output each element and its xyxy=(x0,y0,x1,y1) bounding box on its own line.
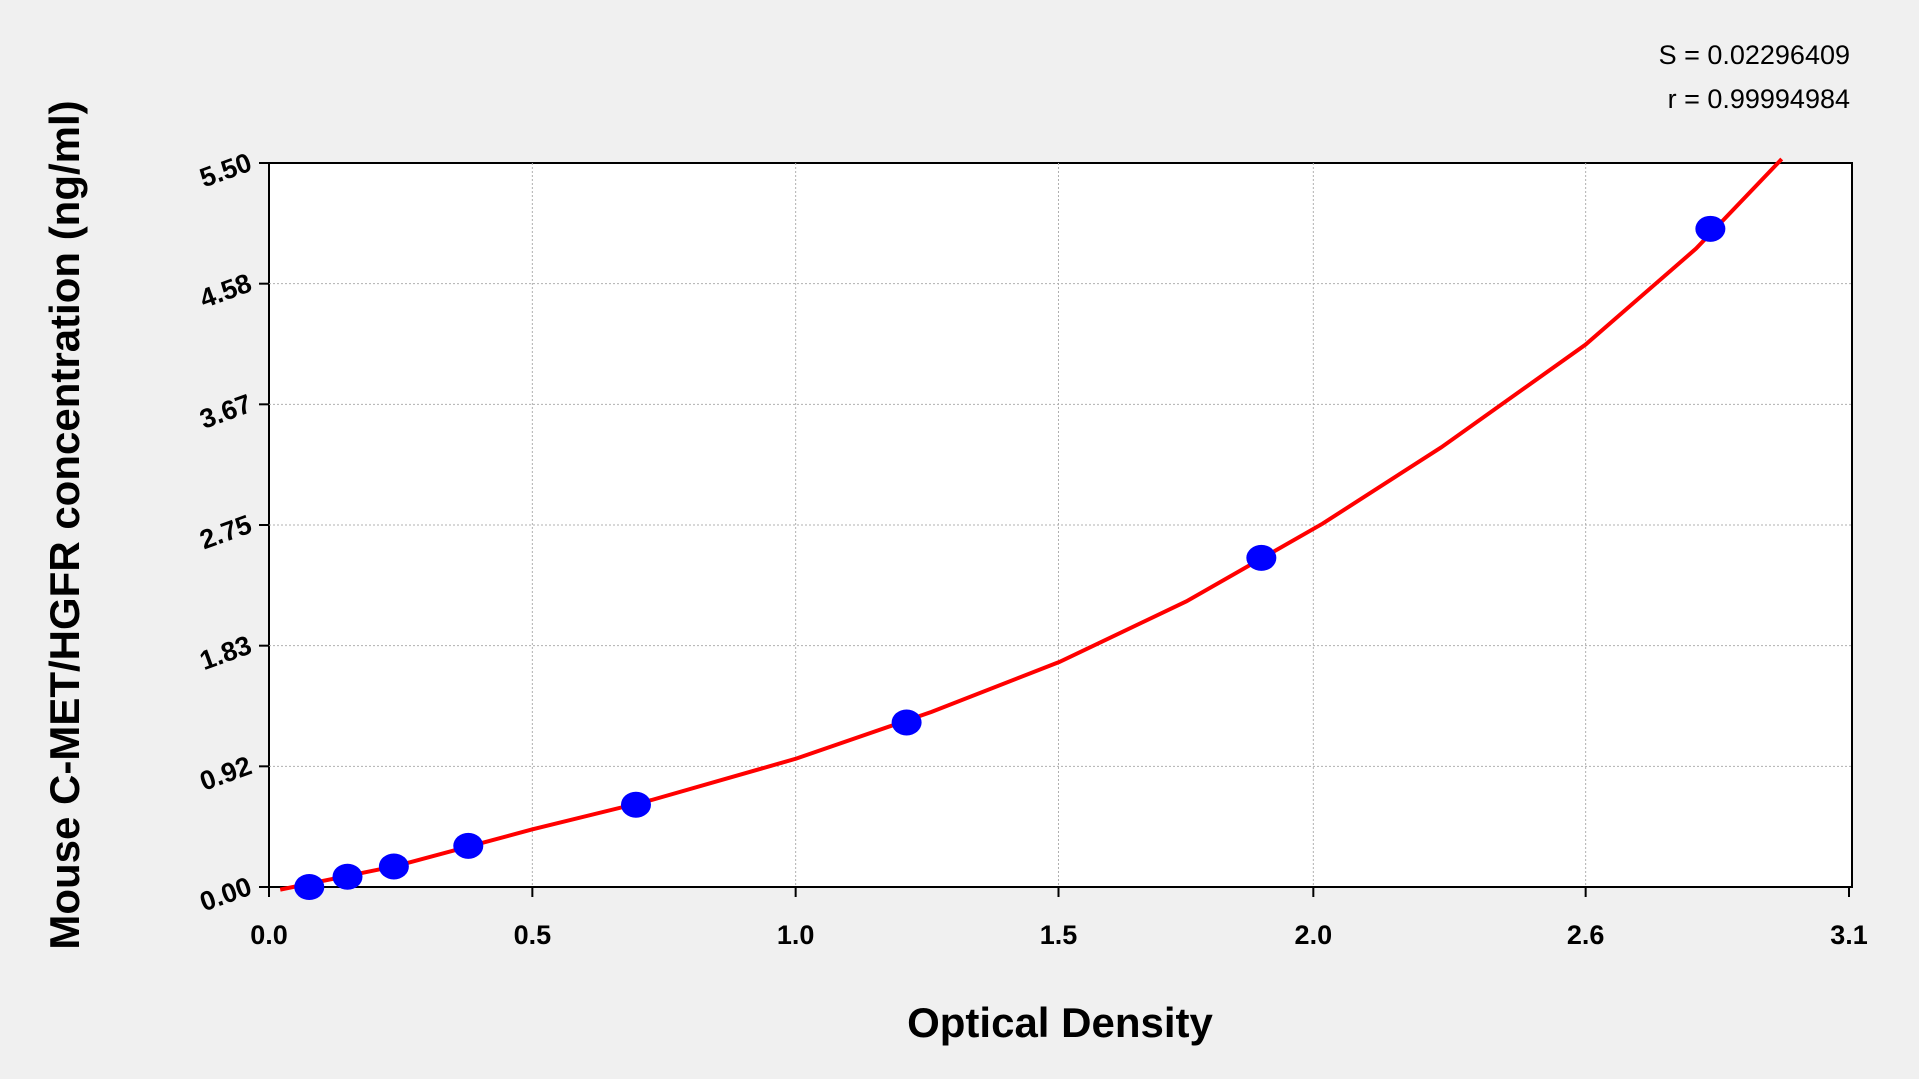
x-tick-label: 3.1 xyxy=(1830,920,1868,950)
x-tick-label: 0.5 xyxy=(514,920,552,950)
data-point xyxy=(453,832,484,859)
fit-curve xyxy=(279,157,1784,892)
x-axis-title: Optical Density xyxy=(907,999,1213,1046)
x-tick-label: 2.6 xyxy=(1567,920,1605,950)
data-point xyxy=(378,853,409,880)
data-point xyxy=(620,791,651,818)
x-tick-label: 1.5 xyxy=(1040,920,1078,950)
x-tick-label: 2.0 xyxy=(1295,920,1333,950)
data-point xyxy=(1246,544,1277,571)
data-point xyxy=(891,709,922,736)
y-tick-label: 4.58 xyxy=(196,268,256,314)
y-tick-label: 0.00 xyxy=(196,871,256,917)
data-point xyxy=(294,874,325,900)
data-point xyxy=(332,863,363,890)
annotation: r = 0.99994984 xyxy=(1668,84,1850,114)
y-tick-label: 1.83 xyxy=(196,630,256,676)
x-tick-label: 0.0 xyxy=(250,920,288,950)
y-tick-label: 2.75 xyxy=(196,509,256,555)
data-point xyxy=(1695,215,1726,242)
y-tick-label: 3.67 xyxy=(196,388,256,434)
y-axis-title: Mouse C-MET/HGFR concentration (ng/ml) xyxy=(41,100,88,949)
y-tick-label: 0.92 xyxy=(196,750,256,796)
annotation: S = 0.02296409 xyxy=(1659,40,1850,70)
x-tick-label: 1.0 xyxy=(777,920,815,950)
y-tick-label: 5.50 xyxy=(196,147,256,193)
